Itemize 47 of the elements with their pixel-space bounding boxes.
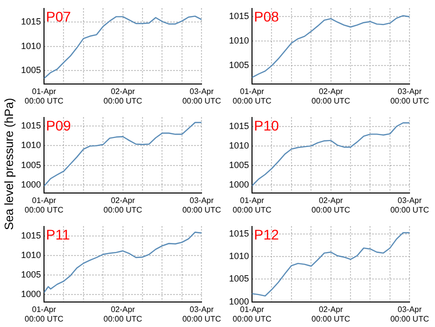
- x-tick-label: 02-Apr 00:00 UTC: [311, 196, 350, 214]
- x-tick-label: 02-Apr 00:00 UTC: [311, 304, 350, 324]
- x-tick-label: 01-Apr 00:00 UTC: [24, 304, 64, 324]
- x-tick-label: 03-Apr 00:00 UTC: [182, 196, 222, 214]
- chart-title: P07: [46, 8, 72, 24]
- x-tick-label: 02-Apr 00:00 UTC: [103, 196, 142, 214]
- chart-title: P12: [254, 226, 280, 242]
- chart-title: P11: [46, 226, 70, 242]
- x-tick-label: 03-Apr 00:00 UTC: [390, 86, 430, 106]
- y-tick-label: 1000: [228, 296, 250, 306]
- chart-title: P09: [46, 117, 72, 134]
- y-tick-label: 1015: [228, 11, 250, 22]
- y-tick-label: 1010: [20, 140, 42, 150]
- x-tick-label: 03-Apr 00:00 UTC: [390, 304, 430, 324]
- y-tick-label: 1010: [228, 140, 250, 150]
- x-tick-label: 03-Apr 00:00 UTC: [182, 86, 222, 106]
- y-tick-label: 1010: [20, 250, 42, 260]
- y-tick-label: 1005: [20, 160, 42, 170]
- y-axis-title: Sea level pressure (hPa): [2, 97, 16, 230]
- x-tick-label: 01-Apr 00:00 UTC: [232, 86, 272, 106]
- y-tick-label: 1005: [228, 274, 250, 284]
- x-tick-label: 02-Apr 00:00 UTC: [103, 304, 142, 324]
- y-tick-label: 1010: [228, 251, 250, 262]
- y-tick-label: 1015: [228, 120, 250, 131]
- x-tick-label: 01-Apr 00:00 UTC: [232, 304, 272, 324]
- x-tick-label: 02-Apr 00:00 UTC: [103, 86, 142, 106]
- y-tick-label: 1000: [20, 179, 42, 190]
- y-tick-label: 1010: [20, 40, 42, 51]
- chart-title: P10: [254, 117, 280, 134]
- y-tick-label: 1015: [20, 16, 42, 27]
- x-tick-label: 01-Apr 00:00 UTC: [24, 86, 64, 106]
- y-tick-label: 1005: [228, 160, 250, 170]
- x-tick-label: 02-Apr 00:00 UTC: [311, 86, 350, 106]
- y-tick-label: 1010: [228, 36, 250, 46]
- chart-title: P08: [254, 8, 280, 24]
- x-tick-label: 01-Apr 00:00 UTC: [232, 196, 272, 214]
- x-tick-label: 03-Apr 00:00 UTC: [390, 196, 430, 214]
- y-tick-label: 1015: [228, 228, 250, 239]
- y-tick-label: 1000: [228, 179, 250, 190]
- y-tick-label: 1005: [228, 60, 250, 70]
- y-tick-label: 1005: [20, 269, 42, 280]
- y-tick-label: 1015: [20, 230, 42, 241]
- x-tick-label: 03-Apr 00:00 UTC: [182, 304, 222, 324]
- y-tick-label: 1005: [20, 65, 42, 76]
- y-tick-label: 1015: [20, 120, 42, 131]
- x-tick-label: 01-Apr 00:00 UTC: [24, 196, 64, 214]
- y-tick-label: 1000: [20, 288, 42, 299]
